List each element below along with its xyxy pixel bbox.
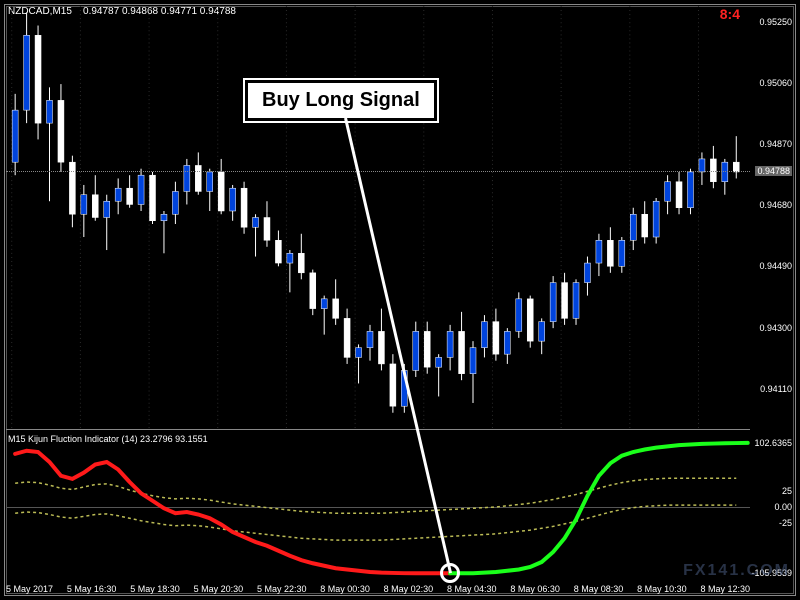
indicator-y-axis: 102.6365250.00-25-105.9539 — [750, 432, 794, 582]
x-tick-label: 5 May 18:30 — [130, 584, 180, 596]
indicator-panel[interactable]: M15 Kijun Fluction Indicator (14) 23.279… — [6, 432, 750, 582]
x-tick-label: 8 May 08:30 — [574, 584, 624, 596]
x-tick-label: 8 May 06:30 — [510, 584, 560, 596]
price-chart-svg — [6, 6, 750, 429]
price-chart[interactable] — [6, 6, 750, 430]
indicator-svg — [6, 432, 750, 582]
x-tick-label: 5 May 22:30 — [257, 584, 307, 596]
price-y-axis: 0.941100.943000.944900.946800.948700.950… — [750, 6, 794, 430]
time-x-axis: 5 May 2017 5 May 16:30 5 May 18:30 5 May 20… — [6, 584, 750, 596]
x-tick-label: 8 May 00:30 — [320, 584, 370, 596]
callout-circle-icon — [440, 563, 460, 583]
callout-box: Buy Long Signal — [245, 80, 437, 121]
current-price-line — [6, 171, 750, 172]
x-tick-label: 5 May 16:30 — [67, 584, 117, 596]
callout-text: Buy Long Signal — [262, 89, 420, 111]
x-tick-label: 8 May 02:30 — [384, 584, 434, 596]
x-tick-label: 8 May 04:30 — [447, 584, 497, 596]
x-tick-label: 5 May 20:30 — [194, 584, 244, 596]
x-tick-label: 8 May 10:30 — [637, 584, 687, 596]
current-price-tag: 0.94788 — [755, 166, 792, 176]
watermark: FX141.COM — [683, 562, 790, 580]
x-tick-label: 8 May 12:30 — [700, 584, 750, 596]
x-tick-label: 5 May 2017 — [6, 584, 53, 596]
